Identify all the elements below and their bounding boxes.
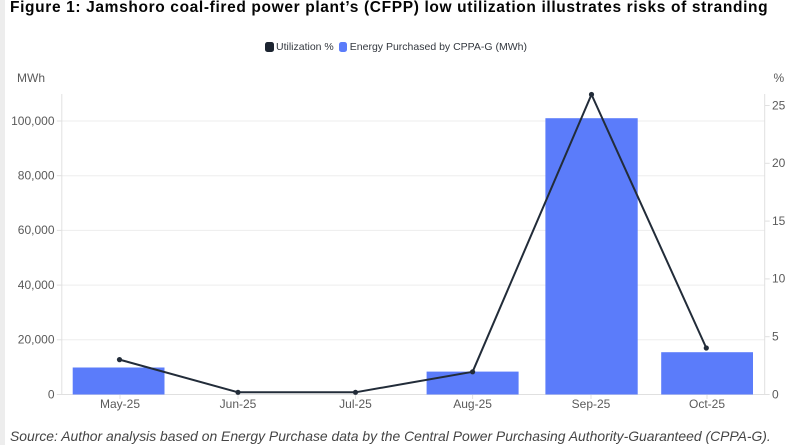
svg-text:Oct-25: Oct-25 [689,397,725,411]
svg-text:20: 20 [772,156,786,170]
svg-text:MWh: MWh [17,71,45,85]
svg-text:25: 25 [772,98,786,112]
svg-text:Aug-25: Aug-25 [453,397,492,411]
svg-text:10: 10 [772,272,786,286]
svg-text:5: 5 [772,330,779,344]
svg-text:May-25: May-25 [100,397,140,411]
svg-text:100,000: 100,000 [11,114,55,128]
svg-text:0: 0 [772,387,779,401]
svg-text:Sep-25: Sep-25 [572,397,611,411]
svg-text:20,000: 20,000 [18,333,55,347]
svg-text:40,000: 40,000 [18,278,55,292]
svg-text:60,000: 60,000 [18,223,55,237]
svg-text:%: % [774,71,785,85]
svg-text:80,000: 80,000 [18,169,55,183]
svg-text:15: 15 [772,214,786,228]
svg-text:Jul-25: Jul-25 [339,397,372,411]
svg-text:Jun-25: Jun-25 [220,397,257,411]
svg-text:0: 0 [48,387,55,401]
